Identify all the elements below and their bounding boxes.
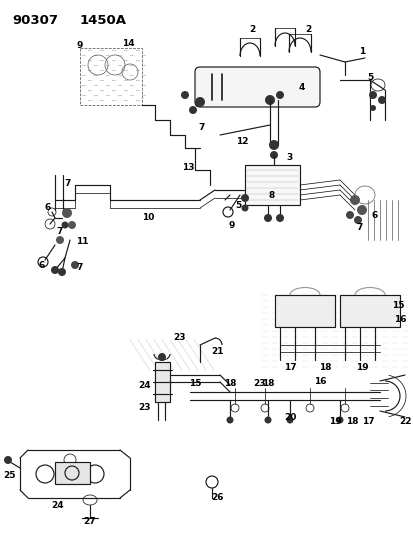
Text: 90307: 90307 xyxy=(12,14,58,27)
Circle shape xyxy=(275,214,283,222)
Text: 24: 24 xyxy=(138,381,151,390)
Text: 16: 16 xyxy=(313,377,325,386)
Text: 26: 26 xyxy=(211,494,224,503)
Text: 15: 15 xyxy=(188,379,201,389)
Circle shape xyxy=(56,236,64,244)
Circle shape xyxy=(353,216,361,224)
Text: 22: 22 xyxy=(399,417,411,426)
Circle shape xyxy=(62,208,72,218)
Text: 14: 14 xyxy=(121,39,134,49)
Bar xyxy=(244,165,299,205)
Text: 2: 2 xyxy=(248,26,254,35)
Text: 19: 19 xyxy=(328,417,340,426)
Text: 15: 15 xyxy=(391,301,403,310)
Text: 7: 7 xyxy=(356,223,362,232)
Text: 17: 17 xyxy=(283,364,296,373)
Bar xyxy=(274,295,334,327)
Text: 12: 12 xyxy=(235,138,248,147)
Text: 4: 4 xyxy=(298,84,304,93)
Text: 23: 23 xyxy=(173,334,186,343)
Text: 27: 27 xyxy=(83,518,96,527)
Text: 5: 5 xyxy=(366,74,372,83)
Circle shape xyxy=(268,140,278,150)
Text: 9: 9 xyxy=(77,41,83,50)
Circle shape xyxy=(349,195,359,205)
Circle shape xyxy=(241,205,248,212)
Circle shape xyxy=(158,353,166,361)
Bar xyxy=(339,295,399,327)
Circle shape xyxy=(356,205,366,215)
Text: 6: 6 xyxy=(371,211,377,220)
Text: 18: 18 xyxy=(345,417,357,426)
Text: 20: 20 xyxy=(283,414,295,423)
Circle shape xyxy=(264,95,274,105)
Text: 11: 11 xyxy=(76,238,88,246)
Circle shape xyxy=(58,268,66,276)
Circle shape xyxy=(345,211,353,219)
Text: 16: 16 xyxy=(393,316,405,325)
Text: 23: 23 xyxy=(138,403,151,413)
Circle shape xyxy=(369,105,375,111)
Text: 1450A: 1450A xyxy=(80,14,127,27)
Circle shape xyxy=(264,416,271,424)
Bar xyxy=(154,362,170,402)
Text: 7: 7 xyxy=(65,179,71,188)
Text: 18: 18 xyxy=(261,379,273,389)
Circle shape xyxy=(368,91,376,99)
Circle shape xyxy=(71,261,79,269)
Text: 6: 6 xyxy=(45,204,51,213)
Text: 24: 24 xyxy=(52,500,64,510)
Circle shape xyxy=(68,221,76,229)
Circle shape xyxy=(51,266,59,274)
Circle shape xyxy=(189,106,197,114)
Text: 9: 9 xyxy=(228,221,235,230)
Text: 2: 2 xyxy=(304,26,311,35)
Circle shape xyxy=(180,91,189,99)
Text: 6: 6 xyxy=(39,261,45,270)
Text: 18: 18 xyxy=(318,364,330,373)
Text: 8: 8 xyxy=(268,190,275,199)
Bar xyxy=(55,462,90,484)
Text: 1: 1 xyxy=(358,47,364,56)
Text: 10: 10 xyxy=(142,214,154,222)
Text: 21: 21 xyxy=(211,348,224,357)
Circle shape xyxy=(263,214,271,222)
Text: 23: 23 xyxy=(253,378,266,387)
Circle shape xyxy=(195,97,204,107)
Text: 7: 7 xyxy=(77,263,83,272)
Circle shape xyxy=(269,151,277,159)
Circle shape xyxy=(377,96,385,104)
Circle shape xyxy=(4,456,12,464)
Text: 3: 3 xyxy=(286,152,292,161)
Text: 7: 7 xyxy=(198,124,205,133)
Circle shape xyxy=(62,222,68,229)
Circle shape xyxy=(336,416,343,424)
Text: 13: 13 xyxy=(181,164,194,173)
Circle shape xyxy=(275,91,283,99)
Text: 7: 7 xyxy=(57,228,63,237)
FancyBboxPatch shape xyxy=(195,67,319,107)
Text: 18: 18 xyxy=(223,379,236,389)
Circle shape xyxy=(286,416,293,424)
Circle shape xyxy=(240,194,248,202)
Text: 25: 25 xyxy=(4,471,16,480)
Circle shape xyxy=(226,416,233,424)
Text: 17: 17 xyxy=(361,417,373,426)
Text: 5: 5 xyxy=(234,200,240,209)
Bar xyxy=(80,48,142,105)
Text: 19: 19 xyxy=(355,364,368,373)
